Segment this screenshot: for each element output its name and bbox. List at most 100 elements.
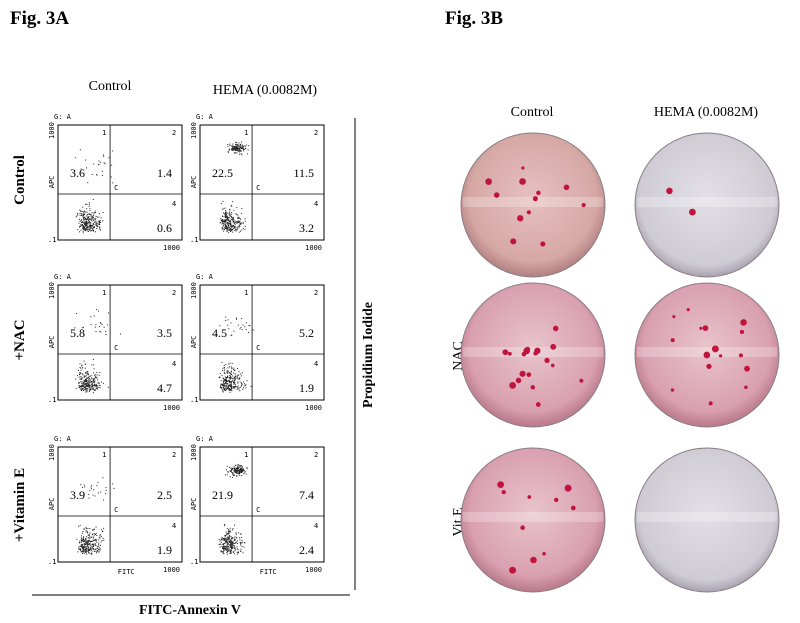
- dot: [83, 379, 85, 381]
- dot: [241, 144, 243, 146]
- dot: [232, 145, 234, 147]
- dot: [232, 149, 234, 151]
- dot: [234, 224, 236, 226]
- dot: [230, 370, 232, 372]
- dot: [236, 222, 238, 224]
- dot: [227, 222, 229, 224]
- dot: [244, 220, 246, 222]
- dot: [219, 372, 221, 374]
- dot: [225, 214, 227, 216]
- dot: [82, 221, 84, 223]
- dot: [84, 551, 86, 553]
- dot: [81, 364, 83, 366]
- dot: [235, 468, 237, 470]
- dot: [236, 142, 238, 144]
- dot: [90, 536, 92, 538]
- dot: [98, 220, 100, 222]
- dot: [88, 388, 90, 390]
- dot: [232, 547, 234, 549]
- dot: [92, 387, 94, 389]
- dot: [81, 550, 83, 552]
- dot: [238, 147, 240, 149]
- dot: [84, 216, 86, 218]
- dot: [86, 546, 88, 548]
- dot: [237, 217, 239, 219]
- dot: [223, 537, 225, 539]
- dot: [223, 366, 225, 368]
- dot: [238, 221, 240, 223]
- dot: [239, 469, 241, 471]
- colony: [711, 345, 719, 353]
- colony: [542, 551, 546, 556]
- dot: [102, 154, 104, 156]
- dot: [241, 536, 243, 538]
- dot: [223, 380, 225, 382]
- dot: [231, 543, 233, 545]
- dot: [238, 231, 240, 233]
- dot: [112, 483, 114, 485]
- dot: [237, 220, 239, 222]
- dot: [249, 325, 251, 327]
- dot: [105, 487, 107, 489]
- dot: [236, 386, 238, 388]
- dot: [81, 327, 83, 329]
- dot: [235, 213, 237, 215]
- dot: [99, 372, 101, 374]
- dot: [233, 148, 235, 150]
- dot: [229, 230, 231, 232]
- dot: [230, 384, 232, 386]
- dot: [94, 534, 96, 536]
- dot: [94, 379, 96, 381]
- dot: [224, 214, 226, 216]
- dot: [88, 216, 90, 218]
- dot: [231, 229, 233, 231]
- dot: [244, 542, 246, 544]
- dot: [237, 385, 239, 387]
- dot: [85, 219, 87, 221]
- dot: [227, 222, 229, 224]
- dot: [226, 222, 228, 224]
- dot: [80, 551, 82, 553]
- dot: [98, 160, 100, 162]
- dot: [224, 535, 226, 537]
- dot: [224, 542, 226, 544]
- dot: [231, 219, 233, 221]
- gate-label: G: A: [54, 273, 72, 281]
- dot: [228, 544, 230, 546]
- dot: [87, 531, 89, 533]
- dot: [233, 219, 235, 221]
- dot: [95, 388, 97, 390]
- dot: [232, 468, 234, 470]
- dot: [226, 545, 228, 547]
- dot: [88, 493, 90, 495]
- dot: [79, 540, 81, 542]
- dot: [231, 550, 233, 552]
- dot: [95, 387, 97, 389]
- dot: [222, 384, 224, 386]
- dot: [227, 212, 229, 214]
- dot: [237, 214, 239, 216]
- dot: [239, 328, 241, 330]
- dot: [230, 552, 232, 554]
- dot: [79, 548, 81, 550]
- dot: [230, 225, 232, 227]
- dot: [100, 535, 102, 537]
- dot: [222, 225, 224, 227]
- dot: [80, 546, 82, 548]
- dot: [238, 470, 240, 472]
- dot: [223, 547, 225, 549]
- dot: [226, 230, 228, 232]
- dot: [228, 532, 230, 534]
- dot: [232, 225, 234, 227]
- dot: [80, 385, 82, 387]
- dot: [90, 386, 92, 388]
- dot: [87, 372, 89, 374]
- dot: [246, 144, 248, 146]
- dot: [84, 381, 86, 383]
- dot: [99, 534, 101, 536]
- dot: [89, 222, 91, 224]
- dot: [87, 548, 89, 550]
- dot: [224, 379, 226, 381]
- dot: [234, 382, 236, 384]
- dot: [79, 226, 81, 228]
